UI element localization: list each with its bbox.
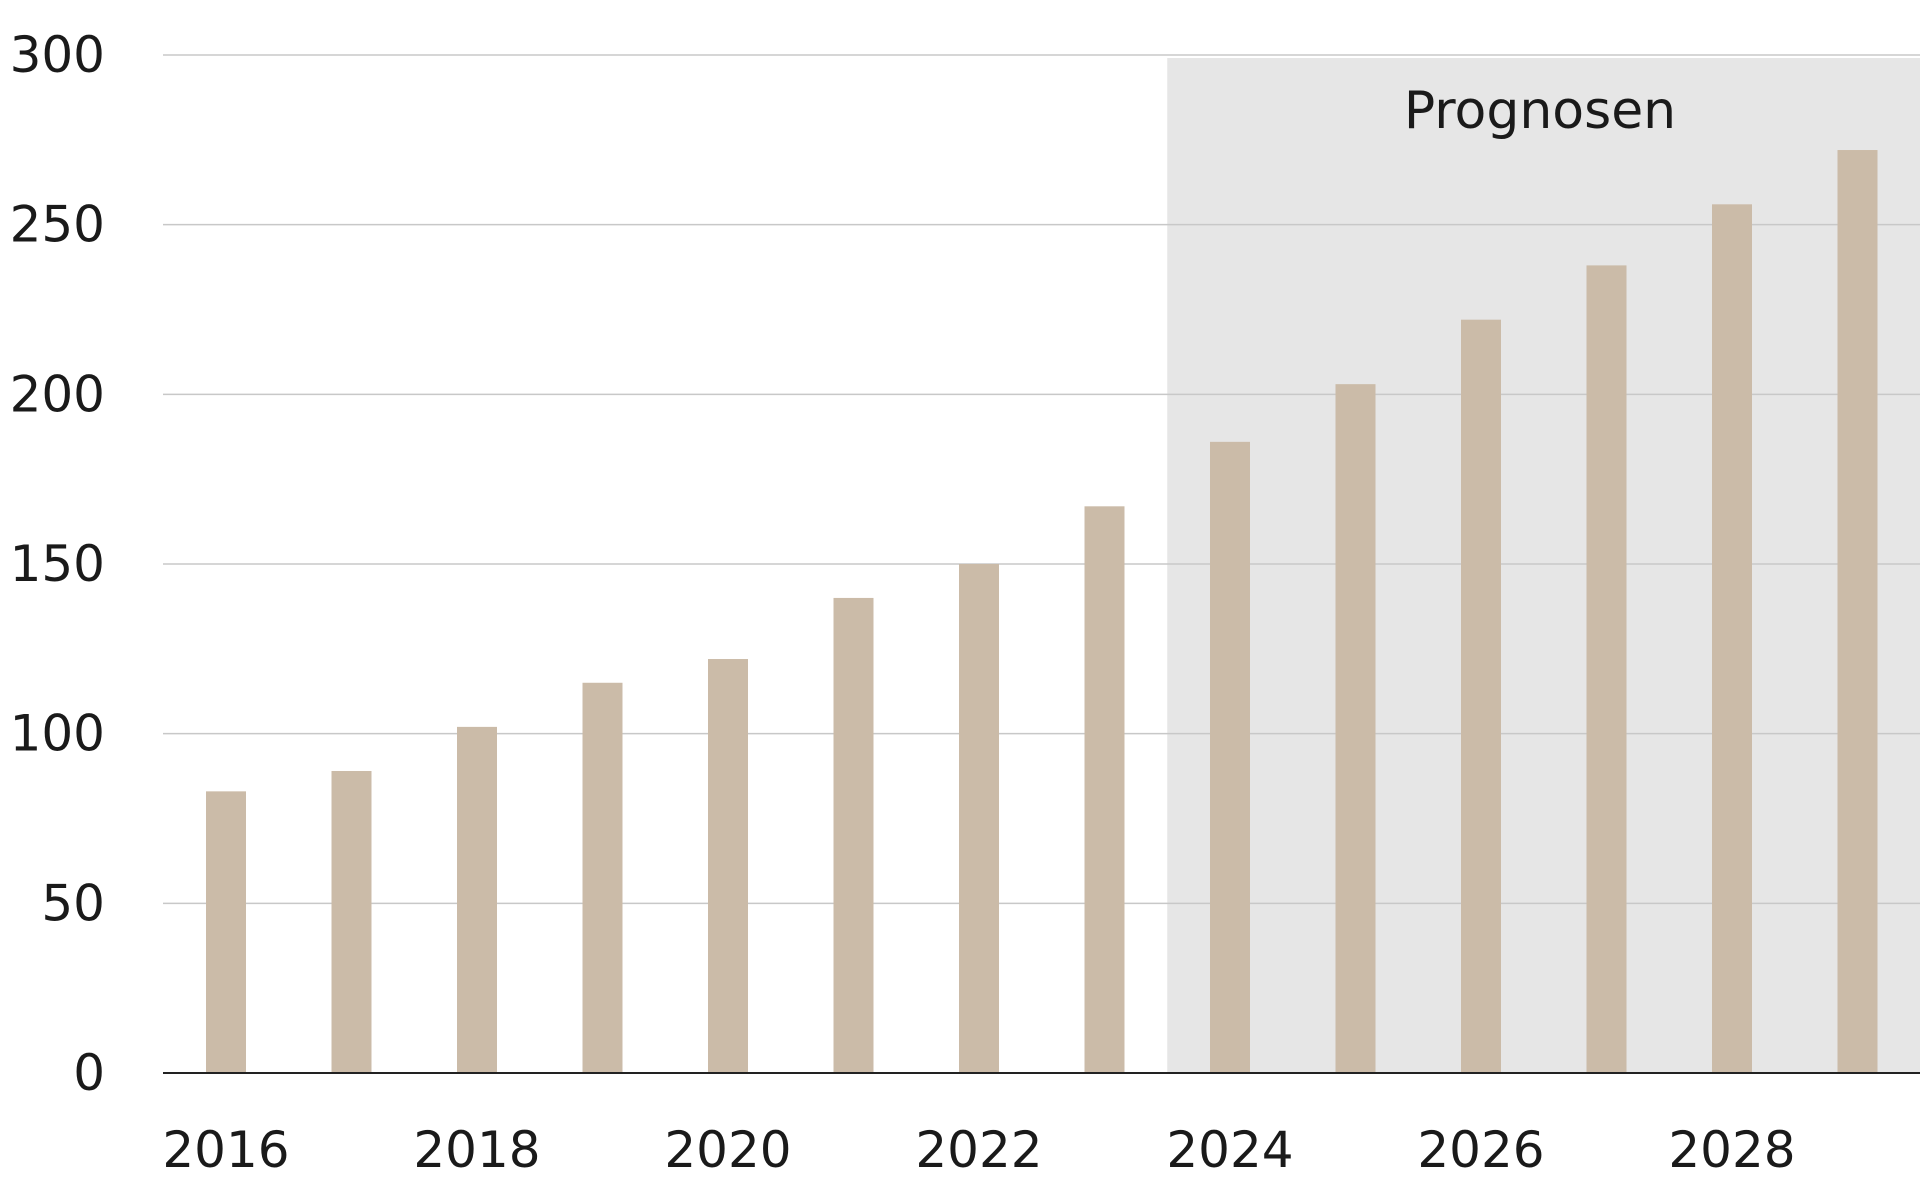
bar-2027 (1586, 265, 1627, 1073)
bar-2021 (833, 597, 874, 1073)
x-tick-label-2028: 2028 (1668, 1121, 1795, 1179)
bar-2017 (331, 770, 372, 1073)
forecast-label: Prognosen (1404, 81, 1676, 141)
bar-2026 (1461, 319, 1501, 1073)
x-tick-label-2022: 2022 (915, 1121, 1042, 1179)
y-tick-label-50: 50 (41, 874, 105, 932)
y-tick-label-200: 200 (10, 365, 105, 423)
forecast-region (1167, 58, 1920, 1073)
bar-2029 (1837, 150, 1878, 1074)
y-tick-label-250: 250 (10, 196, 105, 254)
forecast-band (1167, 58, 1920, 1073)
x-tick-label-2016: 2016 (162, 1121, 289, 1179)
bar-2020 (708, 659, 748, 1073)
bar-2019 (582, 682, 623, 1073)
x-tick-label-2026: 2026 (1417, 1121, 1544, 1179)
bar-2023 (1084, 506, 1125, 1073)
bar-2025 (1335, 384, 1376, 1073)
bar-2018 (457, 726, 497, 1073)
bar-2016 (206, 791, 246, 1073)
x-axis-tick-labels: 2016 2018 2020 2022 2024 2026 2028 (162, 1121, 1795, 1179)
bar-2022 (959, 564, 999, 1073)
y-axis-tick-labels: 0 50 100 150 200 250 300 (10, 26, 105, 1102)
bars (206, 150, 1878, 1074)
y-tick-label-100: 100 (10, 705, 105, 763)
bar-2028 (1712, 204, 1752, 1074)
y-tick-label-300: 300 (10, 26, 105, 84)
bar-2024 (1210, 441, 1250, 1074)
gridlines (163, 54, 1920, 905)
x-tick-label-2020: 2020 (664, 1121, 791, 1179)
y-tick-label-150: 150 (10, 535, 105, 593)
x-tick-label-2018: 2018 (413, 1121, 540, 1179)
y-tick-label-0: 0 (73, 1044, 105, 1102)
x-tick-label-2024: 2024 (1166, 1121, 1293, 1179)
